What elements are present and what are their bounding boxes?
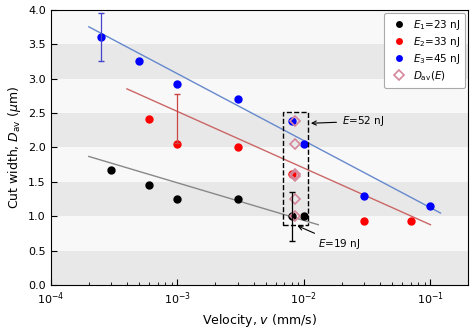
Bar [51, 78, 468, 113]
Legend: $E_1$=23 nJ, $E_2$=33 nJ, $E_3$=45 nJ, $D_{\mathrm{av}}(E)$: $E_1$=23 nJ, $E_2$=33 nJ, $E_3$=45 nJ, $… [384, 13, 465, 88]
X-axis label: Velocity, $v$ (mm/s): Velocity, $v$ (mm/s) [202, 313, 317, 329]
Bar [51, 147, 468, 182]
Bar [283, 112, 308, 225]
Bar [51, 10, 468, 44]
Text: $E$=19 nJ: $E$=19 nJ [299, 226, 361, 251]
Text: $E$=52 nJ: $E$=52 nJ [312, 114, 384, 128]
Y-axis label: Cut width, $D_{\mathrm{av}}$ ($\mu$m): Cut width, $D_{\mathrm{av}}$ ($\mu$m) [6, 86, 23, 209]
Bar [51, 216, 468, 251]
